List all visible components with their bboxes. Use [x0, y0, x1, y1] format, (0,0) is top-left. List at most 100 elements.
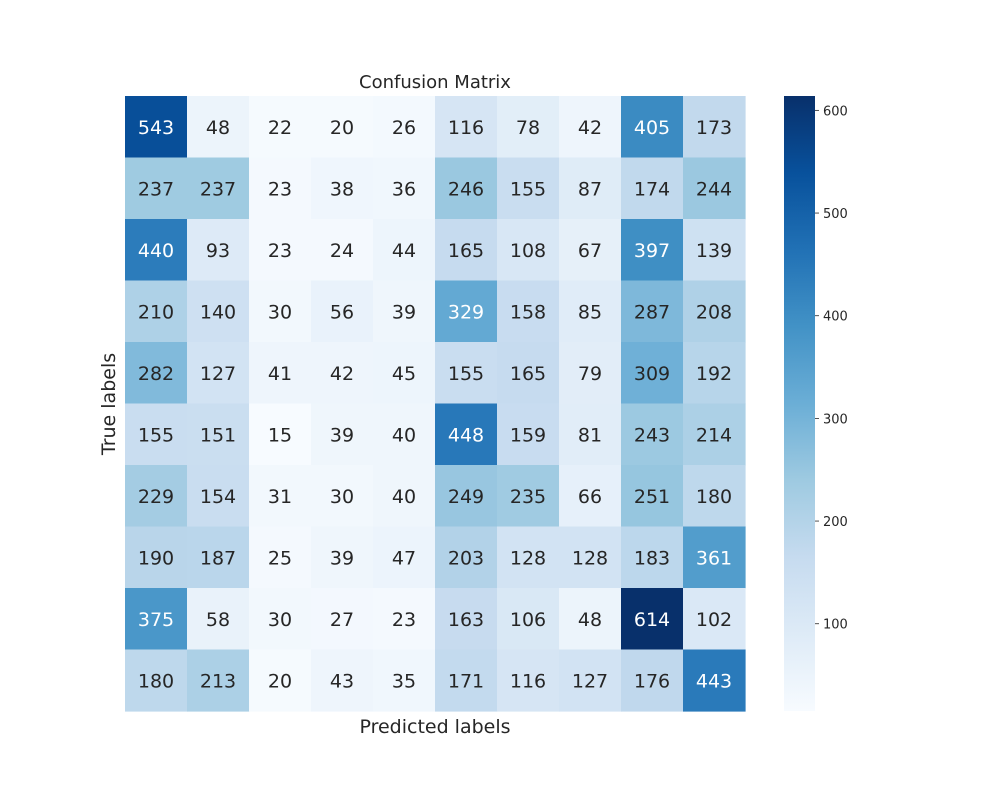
heatmap-cell-value: 93	[206, 240, 230, 262]
heatmap-cell-value: 208	[696, 301, 732, 323]
heatmap-cell-value: 151	[200, 424, 236, 446]
heatmap-cell	[373, 403, 436, 466]
heatmap-cell-value: 165	[448, 240, 484, 262]
heatmap-cell-value: 203	[448, 547, 484, 569]
heatmap-cell	[249, 649, 312, 712]
heatmap-cell	[621, 219, 684, 282]
heatmap-cell	[125, 649, 188, 712]
chart-title: Confusion Matrix	[359, 72, 511, 93]
heatmap-cell	[683, 465, 746, 528]
heatmap-cell-value: 41	[268, 363, 292, 385]
heatmap-cells	[125, 96, 746, 712]
heatmap-cell	[373, 219, 436, 282]
x-axis-label: Predicted labels	[359, 716, 510, 738]
y-axis-label: True labels	[98, 353, 120, 456]
heatmap-cell-value: 127	[572, 670, 608, 692]
heatmap-cell-value: 183	[634, 547, 670, 569]
heatmap-cell	[621, 465, 684, 528]
heatmap-cell-value: 24	[330, 240, 354, 262]
heatmap-cell-value: 20	[268, 670, 292, 692]
colorbar-tick-label: 200	[823, 515, 848, 530]
heatmap-cell-value: 159	[510, 424, 546, 446]
heatmap-cell-value: 443	[696, 670, 732, 692]
heatmap-cell	[621, 526, 684, 589]
heatmap-cell-value: 174	[634, 178, 670, 200]
heatmap-cell	[125, 96, 188, 159]
heatmap-cell-value: 38	[330, 178, 354, 200]
heatmap-cell-value: 244	[696, 178, 732, 200]
colorbar-tick-label: 300	[823, 412, 848, 427]
heatmap-cell	[497, 219, 560, 282]
heatmap-cell	[683, 157, 746, 220]
heatmap-cell-value: 180	[696, 486, 732, 508]
heatmap-cell-value: 210	[138, 301, 174, 323]
heatmap-cell	[621, 403, 684, 466]
heatmap-cell-value: 48	[578, 609, 602, 631]
heatmap-cell-value: 192	[696, 363, 732, 385]
heatmap-cell	[373, 465, 436, 528]
heatmap-cell	[187, 342, 250, 405]
heatmap-cell-value: 36	[392, 178, 416, 200]
heatmap-cell	[125, 157, 188, 220]
heatmap-cell	[373, 342, 436, 405]
heatmap-cell-value: 43	[330, 670, 354, 692]
heatmap-cell-value: 26	[392, 117, 416, 139]
heatmap-cell-value: 23	[268, 178, 292, 200]
heatmap-cell	[621, 157, 684, 220]
heatmap-cell-value: 190	[138, 547, 174, 569]
heatmap-cell-value: 39	[330, 424, 354, 446]
heatmap-cell-value: 128	[572, 547, 608, 569]
heatmap-cell	[497, 465, 560, 528]
heatmap-cell-value: 165	[510, 363, 546, 385]
heatmap-cell-value: 375	[138, 609, 174, 631]
heatmap-cell-value: 39	[392, 301, 416, 323]
heatmap-cell	[125, 588, 188, 651]
colorbar-tick-label: 400	[823, 310, 848, 325]
heatmap-cell-value: 42	[578, 117, 602, 139]
heatmap-cell	[249, 526, 312, 589]
heatmap-cell	[497, 526, 560, 589]
heatmap-cell-value: 23	[392, 609, 416, 631]
heatmap-cell-value: 187	[200, 547, 236, 569]
heatmap-cell-value: 42	[330, 363, 354, 385]
heatmap-cell-value: 158	[510, 301, 546, 323]
heatmap-cell-value: 543	[138, 117, 174, 139]
heatmap-cell	[311, 219, 374, 282]
heatmap-cell-value: 23	[268, 240, 292, 262]
heatmap-cell-value: 361	[696, 547, 732, 569]
heatmap-cell	[559, 649, 622, 712]
heatmap-cell	[435, 219, 498, 282]
heatmap-cell-value: 251	[634, 486, 670, 508]
heatmap-cell-value: 282	[138, 363, 174, 385]
heatmap-cell-value: 45	[392, 363, 416, 385]
heatmap-cell-value: 78	[516, 117, 540, 139]
heatmap-cell	[621, 649, 684, 712]
heatmap-cell-value: 243	[634, 424, 670, 446]
heatmap-cell	[311, 588, 374, 651]
heatmap-cell	[435, 465, 498, 528]
heatmap-cell	[435, 342, 498, 405]
heatmap-cell	[621, 342, 684, 405]
heatmap-cell	[435, 280, 498, 343]
heatmap-cell-value: 106	[510, 609, 546, 631]
heatmap-cell	[125, 219, 188, 282]
heatmap-cell	[249, 280, 312, 343]
heatmap-cell-value: 163	[448, 609, 484, 631]
heatmap-cell	[559, 157, 622, 220]
heatmap-cell-value: 66	[578, 486, 602, 508]
heatmap-cell-value: 173	[696, 117, 732, 139]
heatmap-cell	[125, 465, 188, 528]
heatmap-cell-value: 30	[268, 609, 292, 631]
heatmap-cell-value: 237	[138, 178, 174, 200]
heatmap-cell	[373, 649, 436, 712]
heatmap-cell-value: 155	[138, 424, 174, 446]
heatmap-cell-value: 116	[448, 117, 484, 139]
heatmap-cell-value: 287	[634, 301, 670, 323]
heatmap-cell-value: 448	[448, 424, 484, 446]
heatmap-cell	[683, 342, 746, 405]
heatmap-cell	[187, 219, 250, 282]
heatmap-cell	[559, 465, 622, 528]
